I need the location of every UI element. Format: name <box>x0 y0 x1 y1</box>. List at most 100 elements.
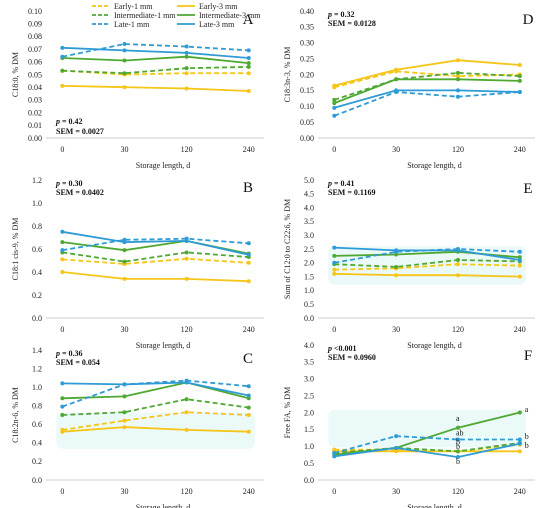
data-point <box>246 384 251 389</box>
series-line-intermediate-3-mm <box>62 55 249 64</box>
x-tick-label: 30 <box>392 487 400 496</box>
y-axis-label: Sum of C12:0 to C22:6, % DM <box>283 199 292 299</box>
x-tick-label: 120 <box>452 145 464 154</box>
data-point <box>394 445 399 450</box>
data-point <box>332 105 337 110</box>
data-point <box>246 48 251 53</box>
data-point <box>246 393 251 398</box>
y-tick-label: 3.5 <box>304 358 314 367</box>
data-point <box>246 89 251 94</box>
x-tick-label: 0 <box>332 325 336 334</box>
data-point <box>122 410 127 415</box>
data-point <box>332 97 337 102</box>
y-tick-label: 2.5 <box>304 245 314 254</box>
x-axis-label: Storage length, d <box>407 503 461 508</box>
y-tick-label: 3.0 <box>304 375 314 384</box>
panel-letter: C <box>243 351 253 367</box>
data-point <box>184 250 189 255</box>
data-point <box>517 78 522 83</box>
data-point <box>517 89 522 94</box>
data-point <box>184 410 189 415</box>
x-tick-label: 240 <box>243 487 255 496</box>
series-line-late-3-mm <box>62 230 249 256</box>
series-line-late-3-mm <box>334 89 520 109</box>
data-point <box>455 94 460 99</box>
data-point <box>394 252 399 257</box>
y-tick-label: 0.02 <box>28 108 42 117</box>
x-axis-label: Storage length, d <box>136 161 190 170</box>
y-tick-label: 4.0 <box>304 341 314 350</box>
x-axis-label: Storage length, d <box>136 503 190 508</box>
chart-panel-a: 0.00 0.01 0.02 0.03 0.04 0.05 0.06 0.07 0.08 0.09… <box>11 2 264 170</box>
y-tick-label: 4.0 <box>304 203 314 212</box>
y-tick-label: 0.2 <box>32 291 42 300</box>
y-tick-label: 0.10 <box>300 102 314 111</box>
data-point <box>332 253 337 258</box>
x-tick-label: 30 <box>392 145 400 154</box>
series-line-early-3-mm <box>62 85 249 92</box>
data-point <box>394 434 399 439</box>
data-point <box>122 71 127 76</box>
legend: Early-1 mm Early-3 mm Intermediate-1 mm Int… <box>92 2 261 29</box>
y-tick-label: 0.30 <box>300 39 314 48</box>
data-point <box>122 394 127 399</box>
series-line-intermediate-1-mm <box>62 66 249 75</box>
data-point <box>455 455 460 460</box>
y-tick-label: 0.40 <box>300 7 314 16</box>
data-point <box>246 396 251 401</box>
chart-panel-d: 0.00 0.05 0.10 0.15 0.20 0.25 0.30 0.35 0.40 0 30 1… <box>283 7 535 170</box>
data-point <box>517 74 522 79</box>
data-point <box>122 248 127 253</box>
y-tick-label: 0.10 <box>28 7 42 16</box>
highlight-band <box>56 412 255 449</box>
x-tick-label: 120 <box>452 325 464 334</box>
data-point <box>394 273 399 278</box>
y-tick-label: 0.0 <box>32 314 42 323</box>
legend-label: Late-1 mm <box>114 20 150 29</box>
y-tick-label: 0.4 <box>32 268 42 277</box>
data-point <box>60 240 65 245</box>
y-axis-label: Free FA, % DM <box>283 387 292 438</box>
x-tick-label: 30 <box>120 487 128 496</box>
series-line-late-1-mm <box>334 248 520 264</box>
y-tick-label: 0.05 <box>28 70 42 79</box>
y-tick-label: 0.6 <box>32 420 42 429</box>
x-tick-label: 0 <box>60 325 64 334</box>
x-axis-label: Storage length, d <box>136 341 190 350</box>
data-point <box>60 229 65 234</box>
data-point <box>455 262 460 267</box>
y-tick-label: 0.01 <box>28 121 42 130</box>
data-point <box>60 257 65 262</box>
p-value-text: p = 0.42 <box>55 117 83 126</box>
p-value-text: p = 0.41 <box>327 179 355 188</box>
series-line-intermediate-1-mm <box>334 259 520 268</box>
y-tick-label: 0.35 <box>300 23 314 32</box>
data-point <box>517 449 522 454</box>
y-tick-label: 0.04 <box>28 83 42 92</box>
chart-panel-c: 0.0 0.2 0.4 0.6 0.8 1.0 1.2 1.4 0 30 120 240 Storage… <box>11 346 264 508</box>
p-value-text: p = 0.30 <box>55 179 83 188</box>
x-tick-label: 0 <box>60 487 64 496</box>
significance-letter: ab <box>456 428 464 437</box>
data-point <box>517 410 522 415</box>
series-line-early-3-mm <box>334 272 520 278</box>
data-point <box>332 245 337 250</box>
x-tick-label: 30 <box>392 325 400 334</box>
data-point <box>455 77 460 82</box>
y-tick-label: 0.8 <box>32 222 42 231</box>
data-point <box>517 255 522 260</box>
y-tick-label: 1.4 <box>32 346 42 355</box>
sem-text: SEM = 0.054 <box>56 358 100 367</box>
y-tick-label: 0.0 <box>32 476 42 485</box>
y-tick-label: 0.6 <box>32 245 42 254</box>
y-tick-label: 1.5 <box>304 425 314 434</box>
y-tick-label: 0.00 <box>28 134 42 143</box>
series-line-late-1-mm <box>61 379 249 408</box>
data-point <box>455 425 460 430</box>
y-tick-label: 0.08 <box>28 32 42 41</box>
data-point <box>517 263 522 268</box>
data-point <box>184 71 189 76</box>
data-point <box>184 256 189 261</box>
data-point <box>184 397 189 402</box>
series-line-early-3-mm <box>334 59 520 87</box>
